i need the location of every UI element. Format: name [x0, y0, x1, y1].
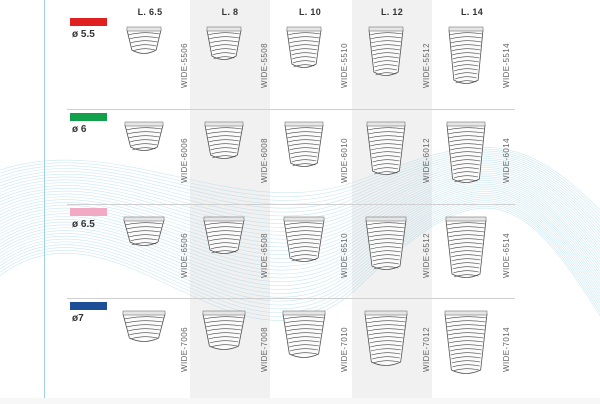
product-code-label: WIDE-6014 [502, 138, 511, 183]
product-code-label: WIDE-6510 [340, 233, 349, 278]
column-header-2: L. 8 [221, 7, 239, 17]
dental-implant-icon [444, 310, 488, 381]
product-code-label: WIDE-6506 [180, 233, 189, 278]
product-code-label: WIDE-6010 [340, 138, 349, 183]
bottom-strip [0, 398, 600, 404]
column-header-1: L. 6.5 [137, 7, 163, 17]
dental-implant-icon [366, 121, 406, 182]
dental-implant-icon [446, 121, 486, 190]
row-divider [67, 109, 515, 110]
product-code-label: WIDE-5506 [180, 43, 189, 88]
diameter-color-swatch [70, 18, 107, 26]
column-header-4: L. 12 [380, 7, 403, 17]
diameter-label: ø 5.5 [72, 29, 95, 40]
product-code-label: WIDE-7010 [340, 327, 349, 372]
product-code-label: WIDE-5514 [502, 43, 511, 88]
diameter-label: ø 6.5 [72, 219, 95, 230]
diameter-label: ø 6 [72, 124, 87, 135]
left-margin-rule [44, 0, 45, 404]
dental-implant-icon [122, 310, 166, 349]
dental-implant-icon [364, 310, 408, 373]
dental-implant-icon [282, 310, 326, 365]
dental-implant-icon [448, 26, 484, 91]
product-code-label: WIDE-5508 [260, 43, 269, 88]
dental-implant-icon [203, 216, 245, 261]
product-code-label: WIDE-7012 [422, 327, 431, 372]
dental-implant-icon [284, 121, 324, 174]
product-code-label: WIDE-5510 [340, 43, 349, 88]
product-code-label: WIDE-7014 [502, 327, 511, 372]
diameter-color-swatch [70, 302, 107, 310]
dental-implant-icon [283, 216, 325, 269]
row-divider [67, 298, 515, 299]
dental-implant-icon [206, 26, 242, 67]
column-header-5: L. 14 [460, 7, 483, 17]
row-divider [67, 204, 515, 205]
dental-implant-icon [126, 26, 162, 61]
dental-implant-icon [124, 121, 164, 158]
dental-implant-icon [365, 216, 407, 277]
column-header-3: L. 10 [298, 7, 321, 17]
dental-implant-icon [202, 310, 246, 357]
product-code-label: WIDE-6006 [180, 138, 189, 183]
diameter-color-swatch [70, 113, 107, 121]
diameter-color-swatch [70, 208, 107, 216]
dental-implant-icon [286, 26, 322, 75]
product-code-label: WIDE-6514 [502, 233, 511, 278]
product-code-label: WIDE-5512 [422, 43, 431, 88]
dental-implant-icon [445, 216, 487, 285]
dental-implant-icon [204, 121, 244, 166]
product-code-label: WIDE-6508 [260, 233, 269, 278]
product-code-label: WIDE-6512 [422, 233, 431, 278]
dental-implant-icon [123, 216, 165, 253]
product-code-label: WIDE-6012 [422, 138, 431, 183]
product-code-label: WIDE-7006 [180, 327, 189, 372]
dental-implant-icon [368, 26, 404, 83]
product-code-label: WIDE-6008 [260, 138, 269, 183]
diameter-label: ø7 [72, 313, 84, 324]
product-code-label: WIDE-7008 [260, 327, 269, 372]
